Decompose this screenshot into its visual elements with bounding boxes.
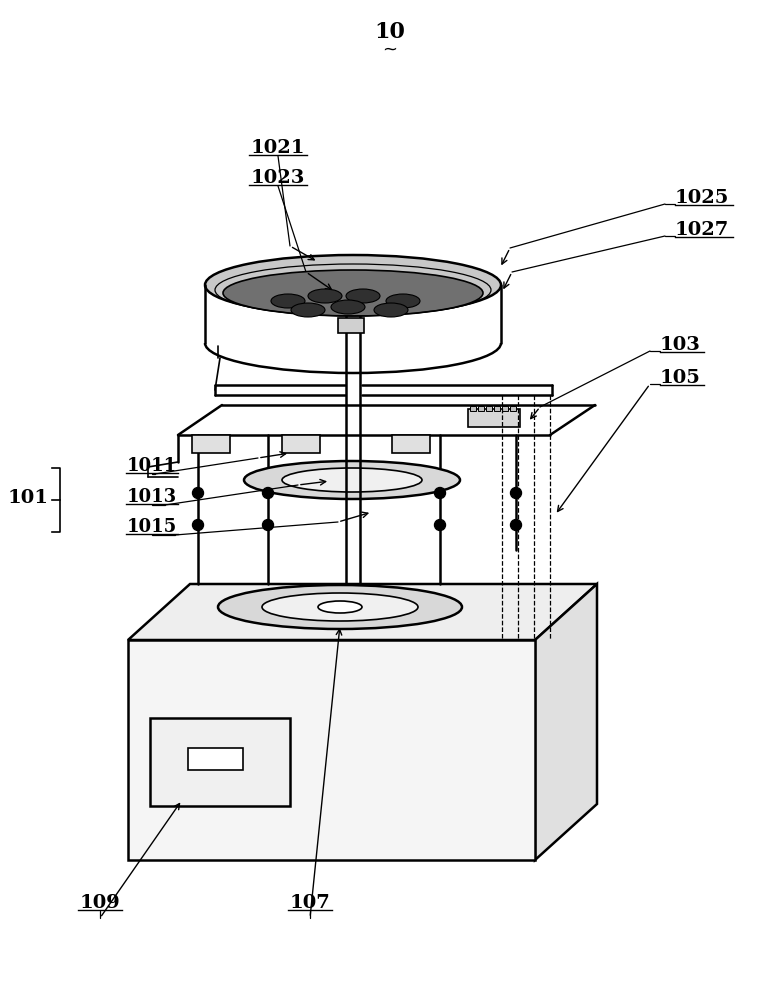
Circle shape [511, 488, 521, 498]
Ellipse shape [244, 461, 460, 499]
Circle shape [193, 520, 204, 530]
Polygon shape [535, 584, 597, 860]
Bar [150, 718, 290, 806]
Bar [502, 406, 508, 411]
Circle shape [262, 488, 273, 498]
Ellipse shape [223, 270, 483, 316]
Ellipse shape [331, 300, 365, 314]
Text: 101: 101 [8, 489, 49, 507]
Bar [128, 640, 535, 860]
Bar [282, 435, 320, 453]
Text: 105: 105 [660, 369, 701, 387]
Bar [510, 406, 516, 411]
Bar [470, 406, 476, 411]
Circle shape [193, 488, 204, 498]
Circle shape [435, 488, 446, 498]
Text: 1025: 1025 [675, 189, 730, 207]
Bar [338, 318, 364, 333]
Text: 1021: 1021 [251, 139, 305, 157]
Ellipse shape [386, 294, 420, 308]
Ellipse shape [218, 585, 462, 629]
Bar [494, 406, 500, 411]
Text: 1015: 1015 [127, 518, 177, 536]
Circle shape [435, 520, 446, 530]
Ellipse shape [291, 303, 325, 317]
Text: 103: 103 [660, 336, 701, 354]
Text: 109: 109 [80, 894, 121, 912]
Ellipse shape [346, 289, 380, 303]
Ellipse shape [205, 255, 501, 315]
Ellipse shape [282, 468, 422, 492]
Text: 1023: 1023 [251, 169, 305, 187]
Bar [486, 406, 492, 411]
Polygon shape [128, 584, 597, 640]
Bar [192, 435, 230, 453]
Text: 1013: 1013 [127, 488, 177, 506]
Text: 1011: 1011 [127, 457, 177, 475]
Text: ~: ~ [383, 41, 398, 59]
Bar [392, 435, 430, 453]
Text: 10: 10 [374, 21, 406, 43]
Circle shape [262, 520, 273, 530]
Ellipse shape [318, 601, 362, 613]
Ellipse shape [374, 303, 408, 317]
Ellipse shape [271, 294, 305, 308]
Ellipse shape [262, 593, 418, 621]
Bar [468, 409, 520, 427]
Text: 1027: 1027 [675, 221, 729, 239]
Bar [478, 406, 484, 411]
Text: 107: 107 [290, 894, 330, 912]
Bar [188, 748, 243, 770]
Circle shape [511, 520, 521, 530]
Ellipse shape [308, 289, 342, 303]
